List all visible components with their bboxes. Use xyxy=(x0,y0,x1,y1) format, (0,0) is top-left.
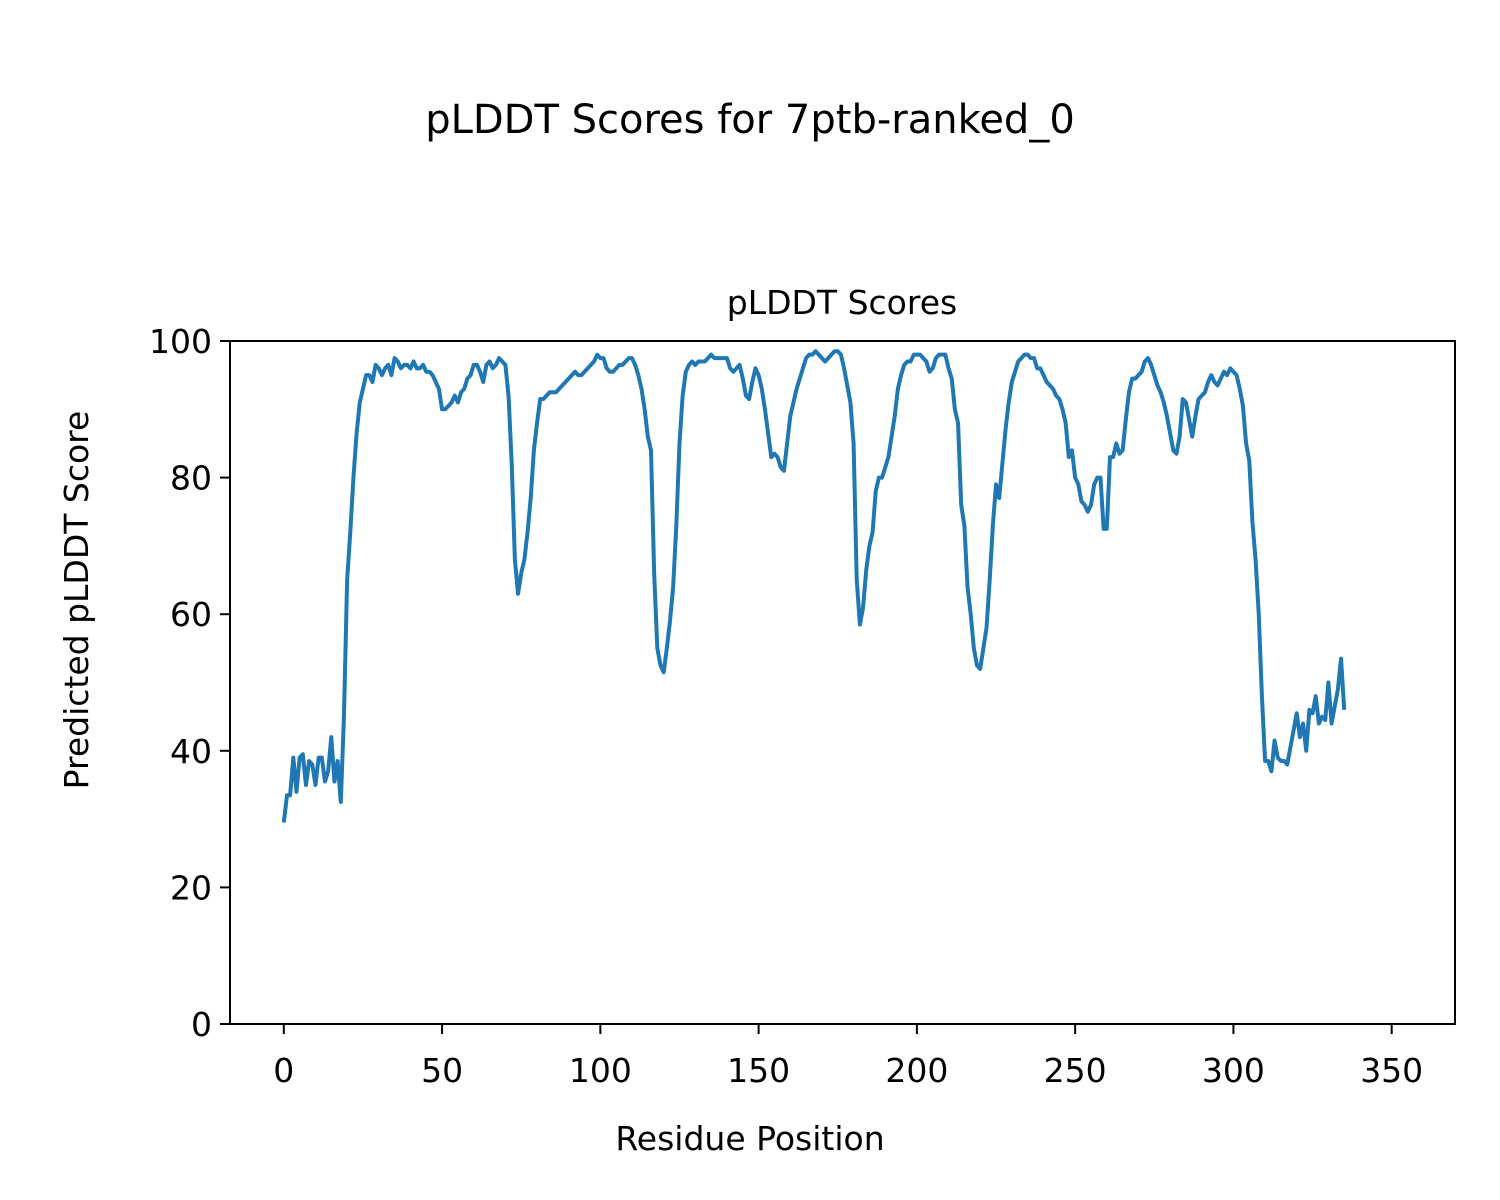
x-tick-label: 200 xyxy=(885,1051,948,1090)
y-tick-label: 80 xyxy=(170,459,212,498)
plot-area xyxy=(229,340,1456,1025)
y-tick-label: 100 xyxy=(149,322,212,361)
x-tick-label: 100 xyxy=(569,1051,632,1090)
x-tick-label: 300 xyxy=(1202,1051,1265,1090)
x-axis-ticks: 0 50 100 150 200 250 300 350 xyxy=(273,1024,1423,1090)
series-line-0 xyxy=(281,349,1347,823)
series-layer xyxy=(281,349,1347,823)
x-tick-label: 250 xyxy=(1044,1051,1107,1090)
axes-title: pLDDT Scores xyxy=(727,283,957,322)
y-tick-label: 60 xyxy=(170,595,212,634)
x-tick-label: 150 xyxy=(727,1051,790,1090)
axes-frame xyxy=(229,340,1456,1025)
x-tick-label: 0 xyxy=(273,1051,294,1090)
y-tick-label: 0 xyxy=(191,1005,212,1044)
x-tick-label: 50 xyxy=(421,1051,463,1090)
y-axis-ticks: 0 20 40 60 80 100 xyxy=(149,322,230,1044)
x-axis-label: Residue Position xyxy=(615,1119,884,1158)
y-axis-label: Predicted pLDDT Score xyxy=(57,411,96,790)
figure-title: pLDDT Scores for 7ptb-ranked_0 xyxy=(425,97,1075,143)
y-tick-label: 40 xyxy=(170,732,212,771)
x-tick-label: 350 xyxy=(1360,1051,1423,1090)
y-tick-label: 20 xyxy=(170,868,212,907)
